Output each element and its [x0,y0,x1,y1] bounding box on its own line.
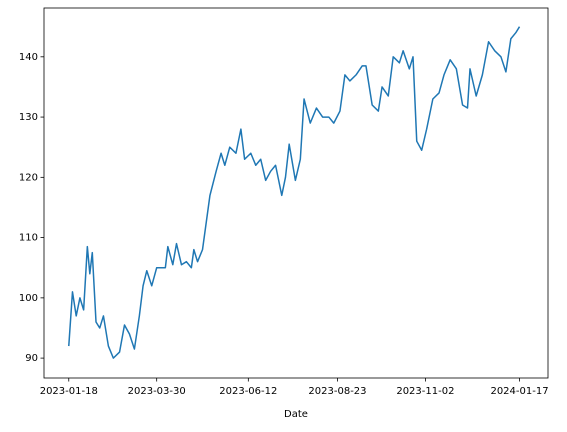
x-axis-label: Date [284,409,308,420]
x-tick-label: 2023-01-18 [40,386,98,397]
x-tick-label: 2024-01-17 [490,386,548,397]
y-tick-label: 140 [19,52,38,63]
y-tick-label: 110 [19,233,38,244]
y-tick-label: 100 [19,293,38,304]
y-tick-label: 90 [25,353,38,364]
x-tick-label: 2023-03-30 [128,386,186,397]
x-tick-label: 2023-11-02 [396,386,454,397]
line [68,26,521,359]
plot-frame [43,7,549,379]
x-tick-label: 2023-08-23 [308,386,366,397]
y-tick-label: 130 [19,112,38,123]
y-tick-label: 120 [19,172,38,183]
x-tick-label: 2023-06-12 [219,386,277,397]
